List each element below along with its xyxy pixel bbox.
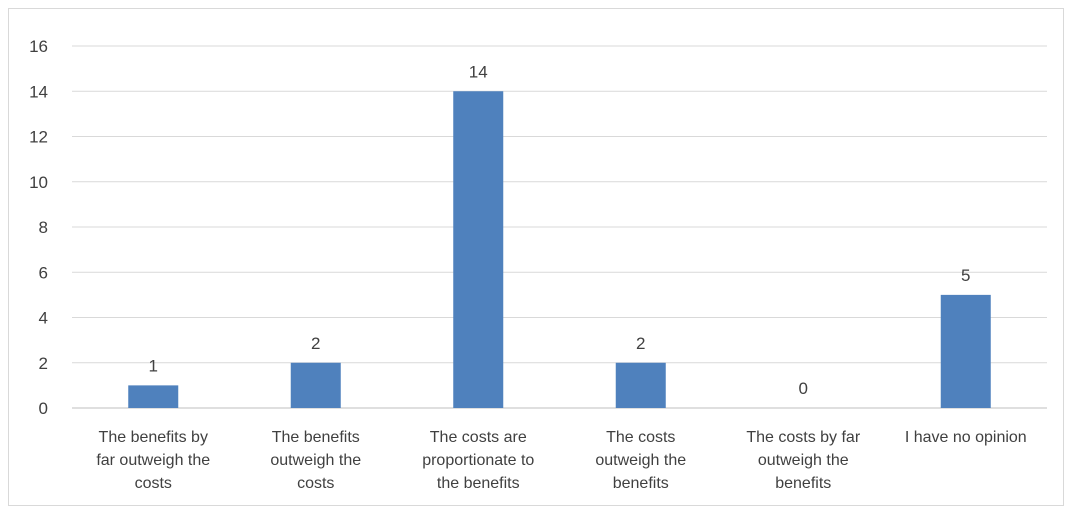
x-category-label-line: costs [297,475,334,492]
x-category-label-line: The costs by far [746,429,860,446]
data-label-3: 14 [469,62,488,81]
x-category-label-5: The costs by far outweigh the benefits [746,429,860,492]
x-category-label-6: I have no opinion [905,429,1027,446]
y-tick-label-2: 2 [39,354,48,373]
y-tick-label-8: 8 [39,218,48,237]
x-category-label-2: The benefits outweigh the costs [270,429,361,492]
x-category-label-line: costs [135,475,172,492]
x-category-label-4: The costs outweigh the benefits [595,429,686,492]
y-tick-label-0: 0 [39,399,48,418]
y-tick-label-14: 14 [29,82,48,101]
bar-4 [615,362,666,408]
data-label-4: 2 [636,334,645,353]
x-category-label-line: I have no opinion [905,429,1027,446]
bar-6 [940,294,991,408]
bar-3 [453,91,504,408]
bar-2 [290,362,341,408]
x-category-label-line: outweigh the [595,452,686,469]
data-label-2: 2 [311,334,320,353]
x-category-label-line: proportionate to [422,452,534,469]
x-category-label-line: outweigh the [270,452,361,469]
x-category-label-line: The costs [606,429,675,446]
data-label-1: 1 [149,356,158,375]
data-label-6: 5 [961,266,970,285]
y-tick-label-16: 16 [29,37,48,56]
x-category-label-line: benefits [613,475,669,492]
x-category-label-line: The costs are [430,429,527,446]
x-category-label-line: The benefits [272,429,360,446]
y-tick-label-4: 4 [39,309,48,328]
y-tick-label-12: 12 [29,128,48,147]
bar-1 [128,385,179,408]
x-category-label-3: The costs are proportionate to the benefit… [422,429,534,492]
x-category-label-line: The benefits by [99,429,208,446]
y-tick-label-10: 10 [29,173,48,192]
x-category-label-line: outweigh the [758,452,849,469]
x-category-label-1: The benefits by far outweigh the costs [96,429,210,492]
x-category-label-line: far outweigh the [96,452,210,469]
x-category-label-line: benefits [775,475,831,492]
y-tick-label-6: 6 [39,263,48,282]
data-label-5: 0 [799,379,808,398]
x-category-label-line: the benefits [437,475,520,492]
